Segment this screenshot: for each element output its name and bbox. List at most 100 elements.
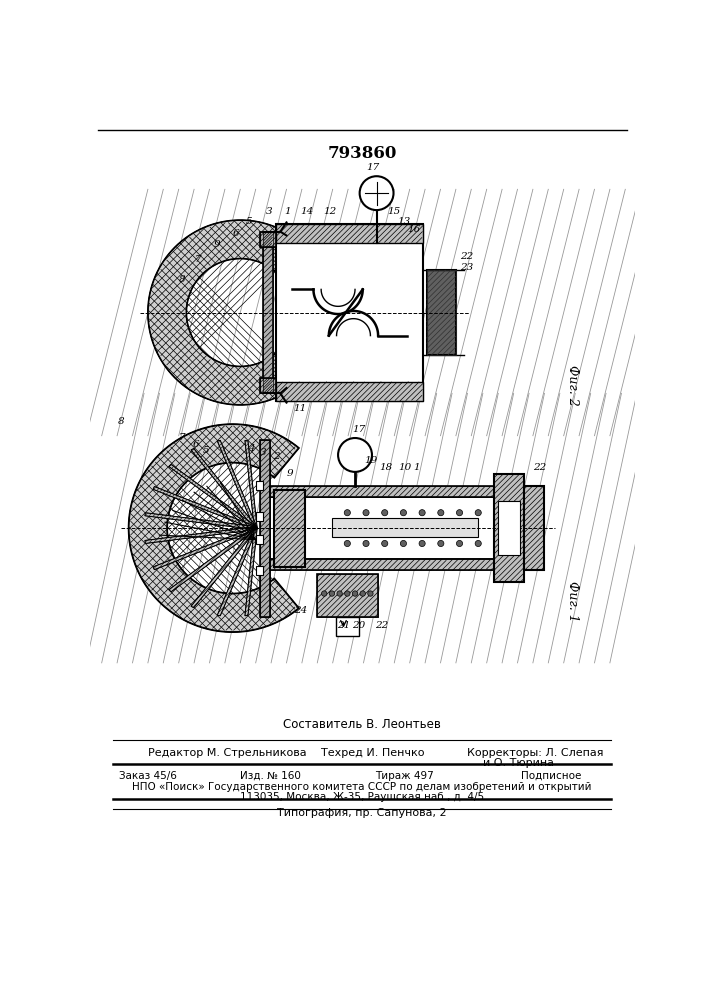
- Polygon shape: [270, 486, 493, 497]
- Text: Корректоры: Л. Слепая: Корректоры: Л. Слепая: [467, 748, 604, 758]
- Polygon shape: [153, 487, 257, 529]
- Bar: [498, 501, 520, 555]
- Circle shape: [382, 510, 388, 516]
- Bar: [276, 224, 423, 401]
- Circle shape: [329, 591, 334, 596]
- Text: 10: 10: [399, 463, 411, 472]
- Polygon shape: [217, 440, 257, 528]
- Polygon shape: [153, 527, 257, 570]
- Text: НПО «Поиск» Государственного комитета СССР по делам изобретений и открытий: НПО «Поиск» Государственного комитета СС…: [132, 782, 592, 792]
- Circle shape: [382, 540, 388, 547]
- Polygon shape: [148, 220, 305, 405]
- Bar: [332, 518, 478, 537]
- Text: 6: 6: [233, 229, 240, 237]
- Text: 9: 9: [214, 240, 221, 249]
- Circle shape: [419, 540, 425, 547]
- Polygon shape: [191, 449, 257, 529]
- Bar: [270, 497, 493, 559]
- Text: 3: 3: [260, 448, 267, 457]
- Text: 793860: 793860: [327, 145, 397, 162]
- Text: 22: 22: [533, 463, 547, 472]
- Text: 8: 8: [117, 417, 124, 426]
- Polygon shape: [145, 513, 256, 530]
- Text: Составитель В. Леонтьев: Составитель В. Леонтьев: [283, 718, 441, 731]
- Circle shape: [457, 510, 462, 516]
- Polygon shape: [276, 382, 423, 401]
- Polygon shape: [145, 527, 256, 543]
- Polygon shape: [274, 490, 305, 567]
- Text: 2: 2: [273, 452, 280, 461]
- Bar: [336, 617, 359, 636]
- Circle shape: [344, 540, 351, 547]
- Text: 23: 23: [460, 263, 473, 272]
- Text: 8: 8: [180, 275, 186, 284]
- Text: 9: 9: [286, 469, 293, 478]
- Text: и О. Тюрина: и О. Тюрина: [483, 758, 554, 768]
- Text: 18: 18: [379, 463, 392, 472]
- Text: 11: 11: [293, 404, 306, 413]
- Text: Фиг. 2: Фиг. 2: [566, 365, 579, 406]
- Circle shape: [352, 591, 358, 596]
- Text: Тираж 497: Тираж 497: [375, 771, 434, 781]
- Text: 4: 4: [249, 444, 255, 453]
- Polygon shape: [191, 527, 257, 608]
- Text: Типография, пр. Сапунова, 2: Типография, пр. Сапунова, 2: [277, 808, 447, 818]
- Circle shape: [400, 510, 407, 516]
- Bar: [257, 566, 262, 575]
- Text: 113035, Москва, Ж-35, Раушская наб., д. 4/5: 113035, Москва, Ж-35, Раушская наб., д. …: [240, 792, 484, 802]
- Polygon shape: [317, 574, 378, 617]
- Circle shape: [400, 540, 407, 547]
- Polygon shape: [426, 270, 456, 355]
- Text: Подписное: Подписное: [521, 771, 582, 781]
- Text: 7: 7: [194, 255, 201, 264]
- Bar: [257, 535, 262, 544]
- Text: 12: 12: [324, 207, 337, 216]
- Polygon shape: [245, 528, 257, 616]
- Text: 22: 22: [460, 252, 473, 261]
- Text: 1: 1: [285, 207, 291, 216]
- Polygon shape: [264, 232, 273, 393]
- Polygon shape: [270, 559, 493, 570]
- Circle shape: [338, 438, 372, 472]
- Text: 15: 15: [387, 207, 400, 216]
- Text: 3: 3: [267, 207, 273, 216]
- Circle shape: [475, 540, 481, 547]
- Circle shape: [419, 510, 425, 516]
- Bar: [257, 512, 262, 521]
- Circle shape: [438, 510, 444, 516]
- Bar: [257, 481, 262, 490]
- Polygon shape: [259, 440, 270, 617]
- Polygon shape: [129, 424, 299, 632]
- Text: 17: 17: [366, 163, 380, 172]
- Polygon shape: [259, 232, 276, 247]
- Text: 24: 24: [295, 606, 308, 615]
- Circle shape: [475, 510, 481, 516]
- Text: Заказ 45/6: Заказ 45/6: [119, 771, 177, 781]
- Circle shape: [363, 510, 369, 516]
- Circle shape: [457, 540, 462, 547]
- Text: 5: 5: [246, 217, 253, 226]
- Circle shape: [363, 540, 369, 547]
- Circle shape: [344, 591, 350, 596]
- Text: Редактор М. Стрельникова: Редактор М. Стрельникова: [148, 748, 307, 758]
- Text: 14: 14: [300, 207, 314, 216]
- Text: 16: 16: [407, 225, 420, 234]
- Text: 20: 20: [352, 621, 366, 630]
- Polygon shape: [259, 378, 276, 393]
- Circle shape: [360, 176, 394, 210]
- Polygon shape: [276, 224, 423, 243]
- Text: 7: 7: [180, 433, 186, 442]
- Circle shape: [337, 591, 342, 596]
- Text: 1: 1: [414, 463, 420, 472]
- Text: Фиг. 1: Фиг. 1: [566, 581, 579, 622]
- Text: 13: 13: [397, 217, 410, 226]
- Polygon shape: [169, 527, 257, 592]
- Circle shape: [344, 510, 351, 516]
- Circle shape: [368, 591, 373, 596]
- Polygon shape: [245, 440, 257, 528]
- Text: Изд. № 160: Изд. № 160: [240, 771, 301, 781]
- Text: 17: 17: [352, 425, 366, 434]
- Text: 22: 22: [375, 621, 389, 630]
- Text: Техред И. Пенчко: Техред И. Пенчко: [321, 748, 425, 758]
- Circle shape: [438, 540, 444, 547]
